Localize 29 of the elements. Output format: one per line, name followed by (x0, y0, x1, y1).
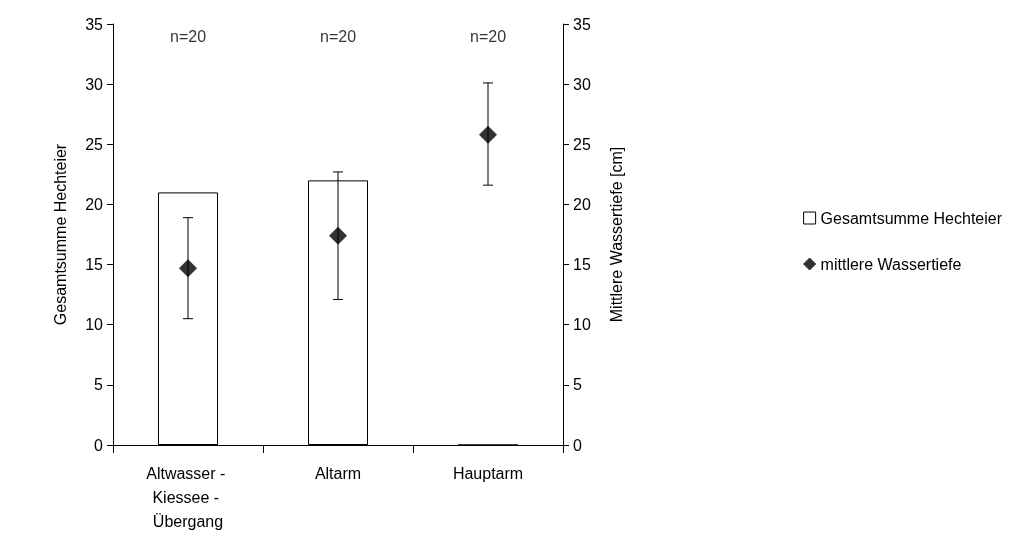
y2-tick-label: 35 (573, 15, 591, 33)
y-tick-label: 30 (85, 75, 104, 93)
x-tick-label: Altarm (314, 464, 362, 482)
legend-label: mittlere Wassertiefe (820, 255, 962, 273)
point (479, 125, 497, 144)
y2-tick-label: 0 (573, 436, 582, 454)
y-tick-label: 0 (94, 436, 104, 454)
y2-axis-title: Mittlere Wassertiefe [cm] (607, 146, 625, 323)
y2-tick-label: 15 (573, 256, 591, 274)
y-tick-label: 15 (85, 256, 104, 274)
y2-tick-label: 25 (573, 135, 591, 153)
y-axis-title: Gesamtsumme Hechteier (51, 143, 69, 326)
annotation: n=20 (319, 28, 357, 46)
point (329, 226, 347, 245)
y2-tick-label: 10 (573, 316, 591, 334)
y2-tick-label: 5 (573, 376, 582, 394)
x-tick-label: Hauptarm (452, 464, 524, 482)
y-tick-label: 20 (85, 195, 104, 213)
y-tick-label: 25 (85, 135, 104, 153)
y-tick-label: 10 (85, 316, 104, 334)
legend-label: Gesamtsumme Hechteier (820, 209, 1003, 227)
point (179, 259, 197, 278)
y-tick-label: 5 (94, 376, 104, 394)
y2-tick-label: 30 (573, 75, 591, 93)
x-tick-label: Altwasser - Kiessee - Übergang (146, 464, 230, 530)
annotation: n=20 (469, 28, 507, 46)
annotation: n=20 (169, 28, 207, 46)
y2-tick-label: 20 (573, 195, 591, 213)
y-tick-label: 35 (85, 15, 104, 33)
